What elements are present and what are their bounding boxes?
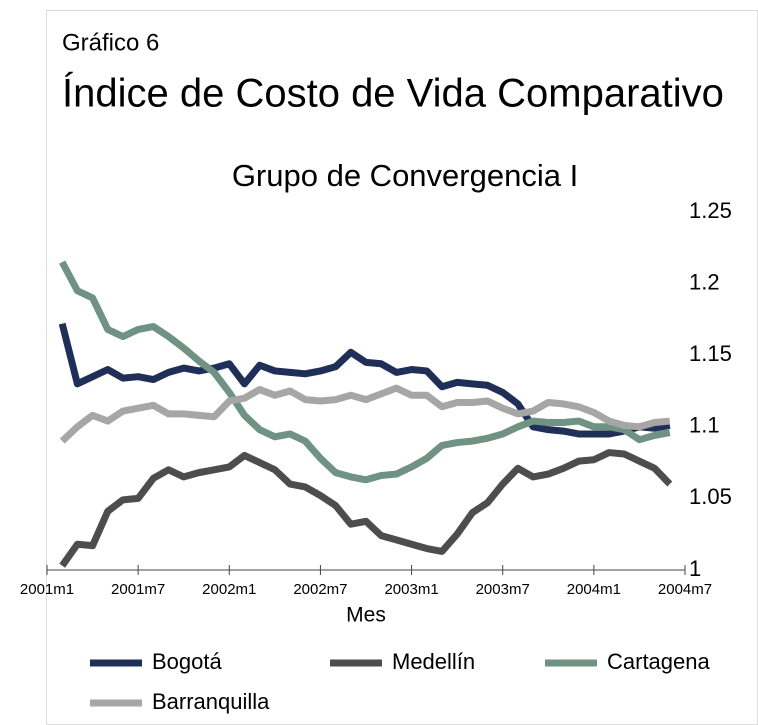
y-tick-label: 1.15 <box>689 341 732 366</box>
series-line <box>59 260 671 484</box>
legend-label: Medellín <box>392 649 475 674</box>
x-tick-label: 2003m1 <box>384 581 438 598</box>
y-tick-label: 1 <box>689 556 701 581</box>
subtitle: Grupo de Convergencia I <box>232 158 578 193</box>
x-tick-label: 2003m7 <box>476 581 530 598</box>
legend-label: Bogotá <box>152 649 222 674</box>
x-tick-label: 2002m7 <box>293 581 347 598</box>
frame <box>46 10 758 725</box>
y-tick-label: 1.05 <box>689 484 732 509</box>
series-line <box>59 449 673 568</box>
chart-title: Índice de Costo de Vida Comparativo <box>62 71 724 116</box>
x-tick-label: 2004m1 <box>567 581 621 598</box>
series-line <box>59 384 671 444</box>
y-tick-label: 1.1 <box>689 413 720 438</box>
y-tick-label: 1.25 <box>689 198 732 223</box>
pretitle: Gráfico 6 <box>62 29 159 56</box>
x-tick-label: 2001m1 <box>20 581 74 598</box>
x-axis-label: Mes <box>346 604 386 627</box>
x-tick-label: 2001m7 <box>111 581 165 598</box>
y-tick-label: 1.2 <box>689 269 720 294</box>
series-line <box>58 322 671 438</box>
x-tick-label: 2004m7 <box>658 581 712 598</box>
x-tick-label: 2002m1 <box>202 581 256 598</box>
legend-label: Barranquilla <box>152 689 270 714</box>
legend-label: Cartagena <box>607 649 711 674</box>
